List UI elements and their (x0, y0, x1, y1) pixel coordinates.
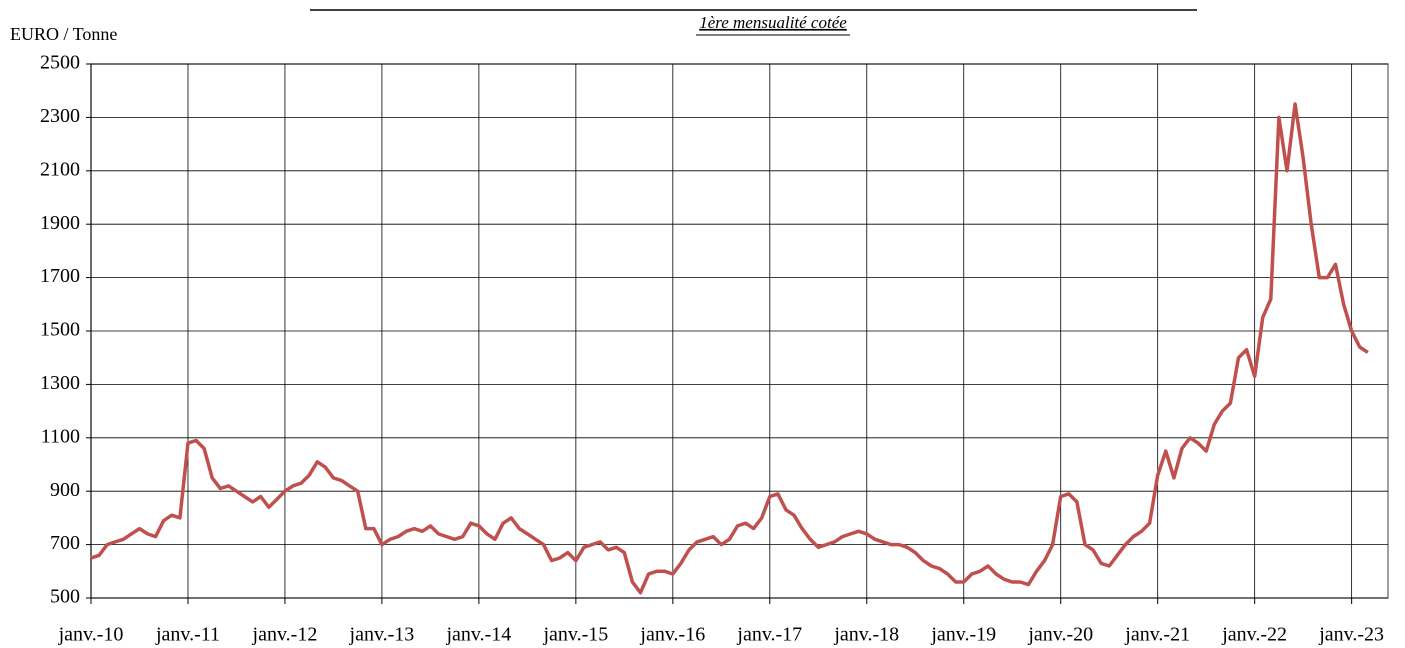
y-tick-label: 2500 (40, 52, 80, 74)
y-tick-label: 1300 (40, 372, 80, 394)
x-tick-label: janv.-20 (1027, 624, 1093, 646)
x-tick-label: janv.-12 (252, 624, 318, 646)
y-tick-label: 1500 (40, 319, 80, 341)
x-tick-label: janv.-18 (833, 624, 899, 646)
x-tick-label: janv.-22 (1221, 624, 1287, 646)
y-tick-label: 900 (50, 479, 80, 501)
data-line (90, 102, 1369, 595)
x-tick-label: janv.-19 (930, 624, 996, 646)
y-tick-label: 1100 (41, 425, 80, 447)
x-tick-label: janv.-16 (639, 624, 705, 646)
x-tick-label: janv.-17 (736, 624, 802, 646)
y-tick-label: 1900 (40, 212, 80, 234)
chart-subtitle: 1ère mensualité cotée (699, 13, 847, 32)
y-tick-label: 2300 (40, 105, 80, 127)
x-tick-label: janv.-14 (445, 624, 511, 646)
x-tick-label: janv.-13 (349, 624, 415, 646)
y-tick-label: 500 (50, 586, 80, 608)
x-tick-label: janv.-15 (542, 624, 608, 646)
x-tick-label: janv.-10 (58, 624, 124, 646)
y-tick-label: 1700 (40, 265, 80, 287)
x-tick-label: janv.-21 (1124, 624, 1190, 646)
y-tick-label: 700 (50, 532, 80, 554)
y-axis-label: EURO / Tonne (10, 24, 117, 44)
y-tick-label: 2100 (40, 158, 80, 180)
x-tick-label: janv.-23 (1318, 624, 1384, 646)
x-tick-label: janv.-11 (155, 624, 220, 646)
